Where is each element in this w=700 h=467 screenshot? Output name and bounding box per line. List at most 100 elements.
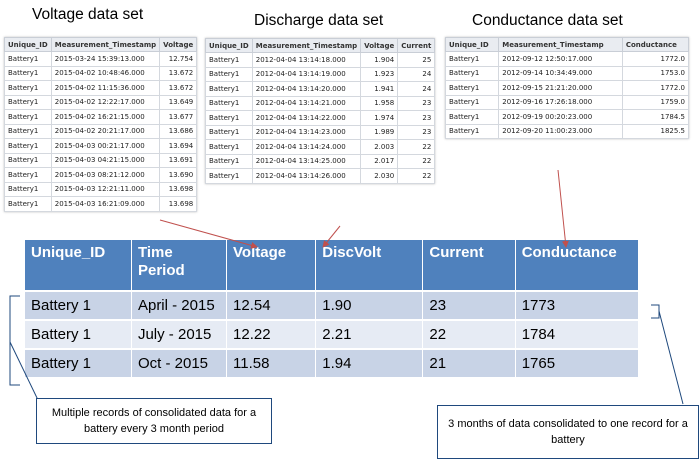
table-row: Battery1 2015-04-02 10:48:46.000 13.672 [4, 65, 198, 81]
table-row: Battery1 2012-04-04 13:14:23.000 1.989 23 [205, 124, 436, 140]
table-row: Battery1 2012-04-04 13:14:26.000 2.030 22 [205, 168, 436, 184]
table-cell: 13.698 [159, 181, 198, 197]
table-cell: Battery 1 [25, 319, 132, 349]
table-cell: 22 [397, 168, 436, 184]
consolidated-col-header: Current [422, 240, 516, 291]
table-row: Battery1 2012-09-19 00:20:23.000 1784.5 [444, 109, 690, 125]
table-cell: 13.672 [159, 65, 198, 81]
consolidated-col-header: Conductance [515, 240, 640, 291]
table-row: Battery1 2012-04-04 13:14:25.000 2.017 22 [205, 153, 436, 169]
discharge-col-header: Unique_ID [205, 38, 253, 53]
consolidated-col-header: DiscVolt [315, 240, 424, 291]
conductance-col-header: Unique_ID [444, 37, 500, 52]
voltage-table: Unique_ID Measurement_Timestamp Voltage Bat… [4, 37, 198, 212]
table-cell: Battery1 [205, 168, 253, 184]
table-row: Battery1 2012-09-12 12:50:17.000 1772.0 [444, 51, 690, 67]
table-cell: 1825.5 [621, 123, 690, 139]
discharge-col-header: Current [397, 38, 436, 53]
conductance-connector-arrow [557, 169, 569, 248]
discharge-table: Unique_ID Measurement_Timestamp Voltage Cur… [205, 38, 436, 184]
table-cell: 21 [422, 348, 516, 377]
discharge-col-header: Voltage [360, 38, 399, 53]
table-cell: 13.698 [159, 196, 198, 212]
table-row: Battery1 2015-04-03 16:21:09.000 13.698 [4, 196, 198, 212]
table-cell: 13.686 [159, 123, 198, 139]
table-cell: 2.017 [360, 153, 399, 169]
conductance-header-row: Unique_ID Measurement_Timestamp Conductanc… [444, 37, 690, 52]
table-row: Battery1 2015-04-03 04:21:15.000 13.691 [4, 152, 198, 168]
table-row: Battery1 2012-04-04 13:14:20.000 1.941 24 [205, 81, 436, 97]
table-row: Battery1 2012-04-04 13:14:18.000 1.904 25 [205, 52, 436, 68]
consolidated-col-header: Time Period [131, 240, 228, 291]
table-cell: Oct - 2015 [131, 348, 228, 377]
table-cell: 2015-04-03 16:21:09.000 [50, 196, 161, 212]
table-cell: 1773 [515, 290, 640, 320]
table-cell: 13.694 [159, 138, 198, 154]
table-row: Battery1 2015-04-03 08:21:12.000 13.690 [4, 167, 198, 183]
left-bracket [9, 295, 20, 386]
consolidated-header-row: Unique_ID Time Period Voltage DiscVolt Curre… [25, 240, 640, 291]
table-cell: 23 [397, 124, 436, 140]
left-callout: Multiple records of consolidated data fo… [36, 398, 272, 444]
consolidated-table: Unique_ID Time Period Voltage DiscVolt Curre… [25, 240, 640, 377]
conductance-table: Unique_ID Measurement_Timestamp Conductanc… [444, 37, 690, 139]
table-cell: April - 2015 [131, 290, 228, 320]
table-cell: 22 [397, 153, 436, 169]
table-row: Battery1 2012-04-04 13:14:19.000 1.923 24 [205, 66, 436, 82]
voltage-col-header: Measurement_Timestamp [50, 37, 161, 52]
conductance-col-header: Measurement_Timestamp [498, 37, 623, 52]
table-cell: 2015-04-03 08:21:12.000 [50, 167, 161, 183]
table-cell: 1.90 [315, 290, 424, 320]
table-cell: 12.22 [226, 319, 317, 349]
table-row: Battery1 2012-04-04 13:14:21.000 1.958 23 [205, 95, 436, 111]
table-row: Battery 1 Oct - 2015 11.58 1.94 21 1765 [25, 348, 640, 377]
right-callout-pointer [658, 310, 684, 405]
table-row: Battery1 2015-04-02 16:21:15.000 13.677 [4, 109, 198, 125]
table-row: Battery 1 April - 2015 12.54 1.90 23 1773 [25, 290, 640, 320]
voltage-col-header: Voltage [159, 37, 198, 52]
conductance-dataset-title: Conductance data set [472, 12, 623, 29]
left-callout-pointer [9, 341, 39, 401]
table-cell: 22 [422, 319, 516, 349]
right-callout: 3 months of data consolidated to one rec… [437, 405, 699, 459]
table-cell: Battery1 [444, 123, 500, 139]
table-row: Battery 1 July - 2015 12.22 2.21 22 1784 [25, 319, 640, 349]
voltage-header-row: Unique_ID Measurement_Timestamp Voltage [4, 37, 198, 52]
discharge-connector-arrow [322, 225, 341, 248]
discharge-header-row: Unique_ID Measurement_Timestamp Voltage Cur… [205, 38, 436, 53]
table-cell: 2015-04-03 04:21:15.000 [50, 152, 161, 168]
table-row: Battery1 2012-09-20 11:00:23.000 1825.5 [444, 123, 690, 139]
table-cell: 1.989 [360, 124, 399, 140]
table-cell: 1.94 [315, 348, 424, 377]
table-cell: 2015-04-02 20:21:17.000 [50, 123, 161, 139]
table-row: Battery1 2015-04-02 20:21:17.000 13.686 [4, 123, 198, 139]
discharge-dataset-title: Discharge data set [254, 12, 384, 29]
table-row: Battery1 2012-04-04 13:14:24.000 2.003 22 [205, 139, 436, 155]
table-row: Battery1 2015-04-02 12:22:17.000 13.649 [4, 94, 198, 110]
table-cell: 2012-04-04 13:14:23.000 [251, 124, 362, 140]
table-cell: 23 [422, 290, 516, 320]
right-bracket [651, 304, 660, 319]
table-cell: 1784 [515, 319, 640, 349]
table-cell: 2012-04-04 13:14:25.000 [251, 153, 362, 169]
table-cell: 2015-04-03 12:21:11.000 [50, 181, 161, 197]
table-cell: 2.21 [315, 319, 424, 349]
table-row: Battery1 2015-04-03 00:21:17.000 13.694 [4, 138, 198, 154]
voltage-dataset-title: Voltage data set [32, 6, 144, 23]
table-row: Battery1 2012-09-16 17:26:18.000 1759.0 [444, 94, 690, 110]
table-cell: 2012-04-04 13:14:24.000 [251, 139, 362, 155]
discharge-col-header: Measurement_Timestamp [251, 38, 362, 53]
table-cell: 12.54 [226, 290, 317, 320]
table-cell: Battery 1 [25, 290, 132, 320]
consolidated-col-header: Voltage [226, 240, 317, 291]
table-cell: 2012-04-04 13:14:26.000 [251, 168, 362, 184]
voltage-connector-arrow [159, 219, 258, 249]
table-cell: 1765 [515, 348, 640, 377]
table-row: Battery1 2015-04-03 12:21:11.000 13.698 [4, 181, 198, 197]
table-cell: 2015-04-03 00:21:17.000 [50, 138, 161, 154]
table-cell: 13.691 [159, 152, 198, 168]
table-cell: 13.690 [159, 167, 198, 183]
table-cell: 11.58 [226, 348, 317, 377]
table-cell: 22 [397, 139, 436, 155]
